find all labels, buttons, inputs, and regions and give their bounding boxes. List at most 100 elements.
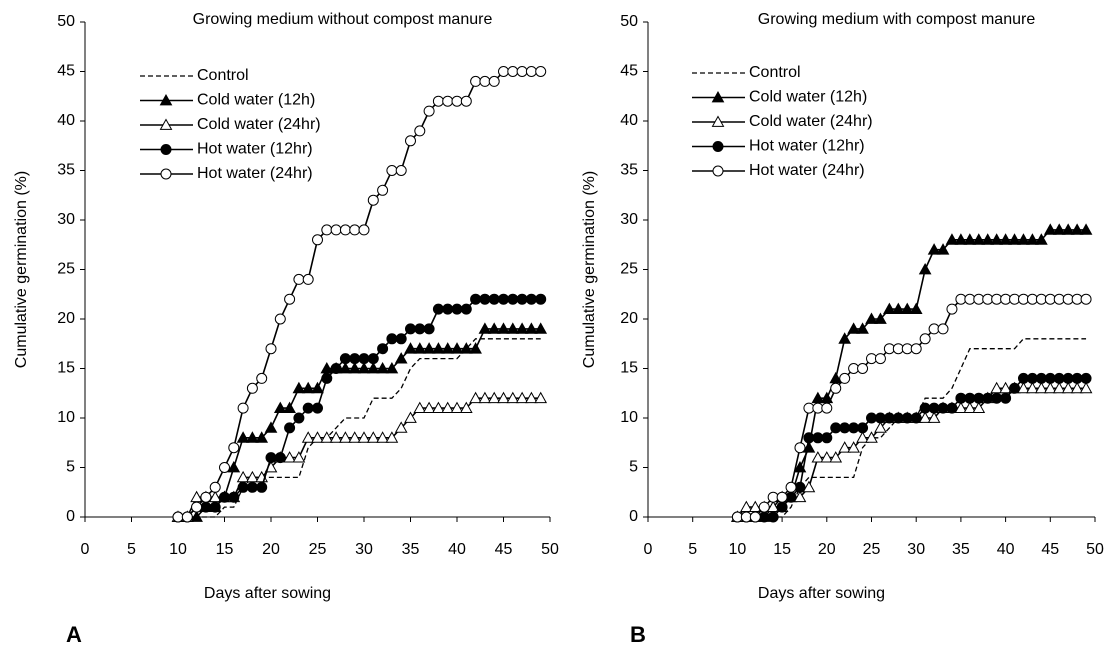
marker <box>377 343 389 355</box>
marker <box>498 293 509 305</box>
marker <box>776 491 788 503</box>
marker <box>366 361 380 374</box>
legend-marker <box>711 90 725 103</box>
series-line <box>178 338 541 518</box>
y-tick-label: 10 <box>620 409 638 426</box>
marker <box>302 273 314 285</box>
marker <box>1079 381 1093 394</box>
marker <box>312 234 323 246</box>
x-tick-label: 10 <box>729 541 747 558</box>
chart-title: Growing medium with compost manure <box>758 11 1036 28</box>
marker <box>874 421 887 433</box>
marker <box>488 75 500 87</box>
y-tick-label: 35 <box>620 162 638 179</box>
legend-marker <box>711 115 725 127</box>
marker <box>302 402 314 414</box>
marker <box>255 431 269 443</box>
marker <box>478 322 492 334</box>
marker <box>516 66 528 77</box>
y-tick-label: 30 <box>57 211 75 228</box>
y-tick-label: 20 <box>620 310 638 327</box>
x-tick-label: 25 <box>863 541 881 558</box>
x-tick-label: 50 <box>541 541 559 558</box>
marker <box>395 165 407 176</box>
marker <box>376 431 389 443</box>
marker <box>301 431 315 443</box>
marker <box>1017 233 1030 245</box>
marker <box>811 451 825 463</box>
marker <box>900 302 914 314</box>
chart-title: Growing medium without compost manure <box>193 11 493 28</box>
marker <box>1061 223 1075 235</box>
marker <box>785 481 797 493</box>
marker <box>1017 381 1030 394</box>
marker <box>312 402 323 414</box>
marker <box>236 431 250 443</box>
marker <box>838 441 852 453</box>
marker <box>856 431 869 443</box>
marker <box>927 411 941 423</box>
y-tick-label: 35 <box>57 162 75 179</box>
series-line <box>178 328 541 518</box>
marker <box>460 95 472 107</box>
chart-panel: Growing medium with compost manure 0 5 10 15… <box>581 11 1104 647</box>
y-tick-label: 25 <box>620 261 638 278</box>
marker <box>990 233 1004 245</box>
marker <box>423 323 435 335</box>
y-tick-label: 5 <box>66 459 75 476</box>
marker <box>919 333 931 345</box>
legend-marker <box>159 118 173 130</box>
x-tick-label: 5 <box>127 541 136 558</box>
marker <box>349 224 361 236</box>
x-axis-label: Days after sowing <box>204 585 331 602</box>
marker <box>228 442 240 454</box>
series-line <box>737 229 1087 518</box>
marker <box>1061 381 1075 394</box>
marker <box>284 422 296 434</box>
marker <box>838 332 852 344</box>
marker <box>321 372 333 384</box>
marker <box>1043 381 1057 394</box>
marker <box>857 363 869 374</box>
marker <box>1080 372 1092 384</box>
marker <box>321 224 333 236</box>
marker <box>256 372 268 384</box>
legend-marker <box>712 141 724 152</box>
marker <box>311 381 324 394</box>
marker <box>320 431 334 443</box>
marker <box>301 381 315 394</box>
marker <box>802 480 816 493</box>
marker <box>972 233 986 245</box>
y-tick-label: 45 <box>57 63 75 80</box>
marker <box>330 224 342 236</box>
marker <box>405 323 416 335</box>
marker <box>847 322 860 334</box>
marker <box>1009 382 1021 394</box>
marker <box>339 224 351 236</box>
marker <box>441 342 455 354</box>
marker <box>284 293 296 305</box>
marker <box>441 401 455 413</box>
marker <box>534 391 548 404</box>
marker <box>954 233 968 245</box>
marker <box>793 490 807 503</box>
marker <box>413 342 427 354</box>
marker <box>469 391 482 404</box>
y-tick-label: 20 <box>57 310 75 327</box>
marker <box>385 361 399 374</box>
marker <box>246 481 258 493</box>
marker <box>395 333 407 345</box>
marker <box>246 382 258 394</box>
marker <box>1026 381 1039 394</box>
marker <box>237 481 249 493</box>
marker <box>442 303 454 315</box>
marker <box>293 412 305 424</box>
marker <box>339 353 351 365</box>
marker <box>1079 223 1093 235</box>
marker <box>460 303 472 315</box>
marker <box>498 66 509 77</box>
legend-marker <box>160 144 172 155</box>
marker <box>190 510 203 522</box>
y-tick-label: 15 <box>57 360 75 377</box>
